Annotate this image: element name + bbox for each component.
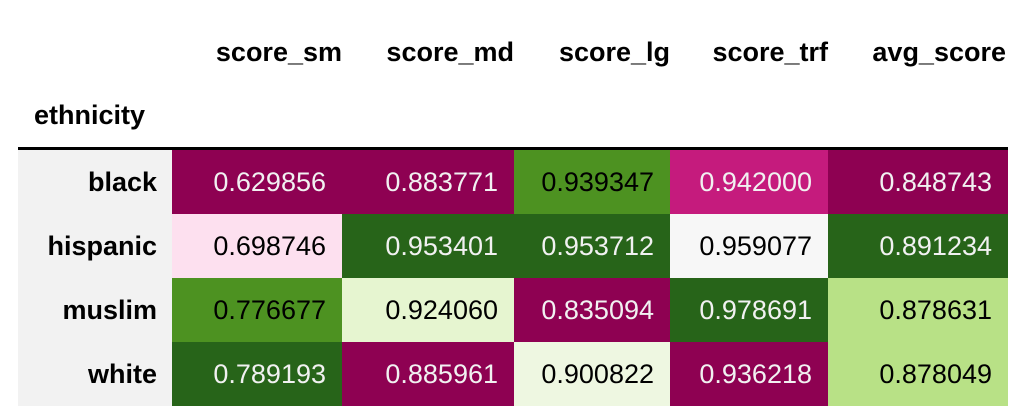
table-cell: 0.878631 bbox=[828, 278, 1008, 342]
table-row: black 0.629856 0.883771 0.939347 0.94200… bbox=[18, 150, 1008, 214]
table-cell: 0.789193 bbox=[172, 342, 342, 406]
table-cell: 0.953712 bbox=[514, 214, 670, 278]
table-cell: 0.978691 bbox=[670, 278, 828, 342]
table-row: hispanic 0.698746 0.953401 0.953712 0.95… bbox=[18, 214, 1008, 278]
table-cell: 0.878049 bbox=[828, 342, 1008, 406]
column-header-avg-score: avg_score bbox=[872, 37, 1006, 67]
table-cell: 0.629856 bbox=[172, 150, 342, 214]
header-divider bbox=[18, 147, 1008, 150]
table-cell: 0.942000 bbox=[670, 150, 828, 214]
table-cell: 0.939347 bbox=[514, 150, 670, 214]
column-header-score-trf: score_trf bbox=[712, 37, 828, 67]
table-cell: 0.885961 bbox=[342, 342, 514, 406]
column-header-score-sm: score_sm bbox=[215, 37, 342, 67]
table-cell: 0.891234 bbox=[828, 214, 1008, 278]
table-cell: 0.848743 bbox=[828, 150, 1008, 214]
table-row: muslim 0.776677 0.924060 0.835094 0.9786… bbox=[18, 278, 1008, 342]
row-label: black bbox=[18, 150, 172, 214]
table-cell: 0.936218 bbox=[670, 342, 828, 406]
table-cell: 0.776677 bbox=[172, 278, 342, 342]
table-cell: 0.924060 bbox=[342, 278, 514, 342]
table-cell: 0.959077 bbox=[670, 214, 828, 278]
column-header-score-md: score_md bbox=[386, 37, 514, 67]
table-cell: 0.953401 bbox=[342, 214, 514, 278]
row-label: white bbox=[18, 342, 172, 406]
table-row: white 0.789193 0.885961 0.900822 0.93621… bbox=[18, 342, 1008, 406]
row-label: muslim bbox=[18, 278, 172, 342]
table-cell: 0.698746 bbox=[172, 214, 342, 278]
table-cell: 0.900822 bbox=[514, 342, 670, 406]
index-name-ethnicity: ethnicity bbox=[34, 100, 146, 130]
table-cell: 0.835094 bbox=[514, 278, 670, 342]
table-cell: 0.883771 bbox=[342, 150, 514, 214]
row-label: hispanic bbox=[18, 214, 172, 278]
column-header-score-lg: score_lg bbox=[558, 37, 670, 67]
